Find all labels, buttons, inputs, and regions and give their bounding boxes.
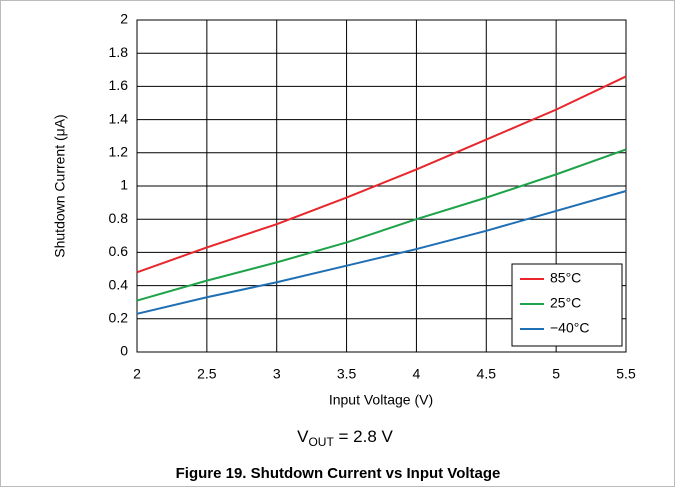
y-tick-label: 1.4 [109, 110, 129, 126]
y-tick-label: 0.8 [109, 210, 129, 226]
y-tick-label: 0.4 [109, 276, 129, 292]
y-tick-label: 2 [120, 11, 128, 27]
annotation-rest: = 2.8 V [334, 427, 394, 446]
x-tick-label: 5.5 [616, 366, 636, 382]
caption: Figure 19. Shutdown Current vs Input Vol… [176, 465, 501, 482]
annotation-main: V [297, 427, 309, 446]
y-axis-label: Shutdown Current (μA) [52, 114, 68, 257]
x-tick-label: 3.5 [337, 366, 357, 382]
annotation-sub: OUT [308, 435, 334, 449]
x-tick-label: 2 [133, 366, 141, 382]
y-tick-label: 1.2 [109, 144, 129, 160]
y-tick-label: 1.8 [109, 44, 129, 60]
y-tick-label: 0 [120, 343, 128, 359]
y-tick-label: 0.6 [109, 243, 129, 259]
x-tick-label: 4 [413, 366, 421, 382]
y-tick-label: 1.6 [109, 77, 129, 93]
legend-label: 25°C [550, 295, 581, 311]
x-tick-label: 4.5 [477, 366, 497, 382]
series-line [136, 190, 627, 315]
y-tick-label: 1 [120, 177, 128, 193]
x-axis-label: Input Voltage (V) [329, 392, 433, 408]
x-tick-label: 2.5 [197, 366, 217, 382]
y-tick-label: 0.2 [109, 310, 129, 326]
legend-label: 85°C [550, 270, 581, 286]
series-line [136, 148, 627, 302]
x-tick-label: 3 [273, 366, 281, 382]
series-line [136, 75, 627, 274]
x-tick-label: 5 [552, 366, 560, 382]
legend-label: −40°C [550, 320, 589, 336]
annotation: VOUT = 2.8 V [297, 427, 393, 449]
